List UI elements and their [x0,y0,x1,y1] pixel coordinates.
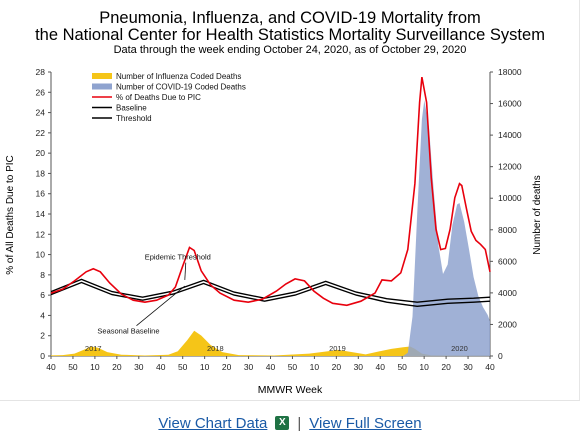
epidemic-threshold-annotation: Epidemic Threshold [145,253,211,262]
y-left-tick-label: 10 [36,250,46,260]
y-left-tick-label: 14 [36,209,46,219]
y-left-tick-label: 0 [40,351,45,361]
chart-subtitle: Data through the week ending October 24,… [114,44,467,56]
legend-swatch [92,73,112,79]
y-right-tick-label: 16000 [498,99,522,109]
x-tick-label: 30 [463,362,473,372]
legend-label: Threshold [116,114,152,123]
y-right-tick-label: 8000 [498,225,517,235]
y-left-tick-label: 8 [40,270,45,280]
year-label: 2019 [329,344,346,353]
x-tick-label: 10 [310,362,320,372]
excel-icon[interactable]: X [275,416,290,430]
x-tick-label: 50 [288,362,298,372]
x-tick-label: 10 [200,362,210,372]
y-left-tick-label: 28 [36,67,46,77]
y-right-tick-label: 14000 [498,130,522,140]
x-tick-label: 30 [244,362,254,372]
annotation-arrow [184,262,187,280]
y-axis-left-label: % of All Deaths Due to PIC [5,155,16,275]
x-tick-label: 40 [376,362,386,372]
legend-label: % of Deaths Due to PIC [116,93,201,102]
year-label: 2017 [85,344,102,353]
chart-footer: View Chart Data X | View Full Screen [0,400,580,445]
y-axis-right-label: Number of deaths [532,175,543,255]
x-tick-label: 20 [112,362,122,372]
x-tick-label: 40 [485,362,495,372]
y-left-tick-label: 26 [36,87,46,97]
y-left-tick-label: 12 [36,229,46,239]
y-left-tick-label: 22 [36,128,46,138]
view-full-screen-link[interactable]: View Full Screen [309,414,422,432]
y-right-tick-label: 0 [498,351,503,361]
legend-label: Number of Influenza Coded Deaths [116,72,241,81]
legend-swatch [92,83,112,90]
y-right-tick-label: 18000 [498,67,522,77]
view-chart-data-link[interactable]: View Chart Data [158,414,268,432]
legend-label: Baseline [116,104,147,113]
y-left-tick-label: 18 [36,168,46,178]
y-left-tick-label: 6 [40,290,45,300]
x-tick-label: 20 [332,362,342,372]
x-tick-label: 50 [68,362,78,372]
y-left-tick-label: 24 [36,108,46,118]
covid-deaths-area [403,100,490,357]
chart-title-line2: the National Center for Health Statistic… [35,26,545,44]
seasonal-baseline-annotation: Seasonal Baseline [97,327,159,336]
x-tick-label: 20 [441,362,451,372]
chart-container: Pneumonia, Influenza, and COVID-19 Morta… [5,0,580,400]
annotation-arrow [136,285,186,326]
y-right-tick-label: 4000 [498,288,517,298]
y-right-tick-label: 10000 [498,193,522,203]
influenza-deaths-area [51,330,490,356]
x-tick-label: 50 [397,362,407,372]
x-tick-label: 30 [134,362,144,372]
y-left-tick-label: 20 [36,148,46,158]
x-tick-label: 40 [266,362,276,372]
x-tick-label: 50 [178,362,188,372]
y-right-tick-label: 6000 [498,256,517,266]
x-tick-label: 40 [46,362,56,372]
year-label: 2020 [451,344,468,353]
y-left-tick-label: 2 [40,331,45,341]
x-tick-label: 30 [354,362,364,372]
chart-title: Pneumonia, Influenza, and COVID-19 Morta… [99,9,481,27]
threshold-line [50,278,491,303]
x-tick-label: 10 [419,362,429,372]
x-tick-label: 40 [156,362,166,372]
pic-mortality-chart: Pneumonia, Influenza, and COVID-19 Morta… [5,9,545,396]
y-left-tick-label: 4 [40,310,45,320]
y-right-tick-label: 2000 [498,319,517,329]
x-tick-label: 20 [222,362,232,372]
y-right-tick-label: 12000 [498,162,522,172]
pic-percent-line [50,76,491,307]
x-tick-label: 10 [90,362,100,372]
legend-label: Number of COVID-19 Coded Deaths [116,83,246,92]
x-axis-label: MMWR Week [258,384,323,396]
link-separator: | [297,414,302,432]
y-left-tick-label: 16 [36,189,46,199]
year-label: 2018 [207,344,224,353]
